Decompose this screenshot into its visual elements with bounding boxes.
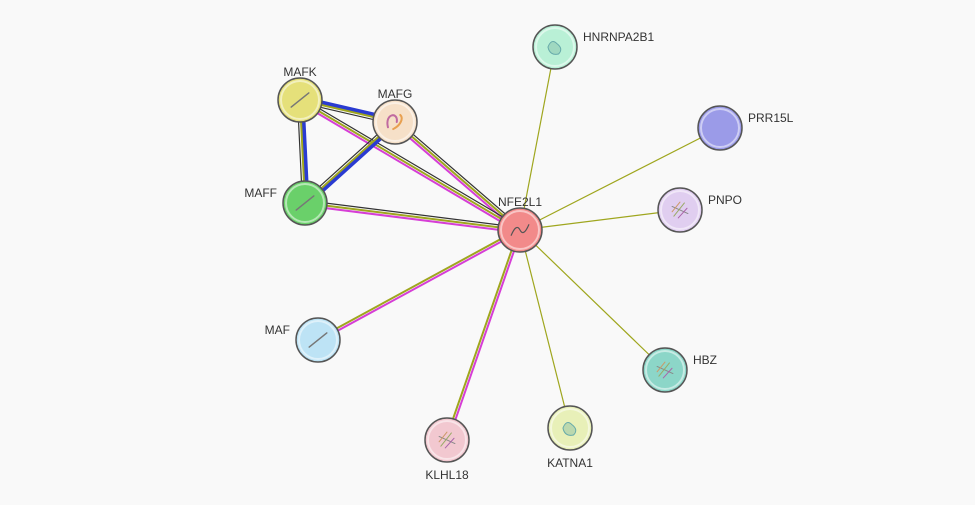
node-label: MAFF xyxy=(244,186,277,200)
edge-NFE2L1-MAFG[interactable] xyxy=(397,120,522,228)
edge-NFE2L1-MAFF[interactable] xyxy=(305,205,520,232)
node-hnrnpa2b1[interactable]: HNRNPA2B1 xyxy=(533,25,654,69)
node-mafk[interactable]: MAFK xyxy=(278,65,322,122)
protein-network-graph[interactable]: NFE2L1 HNRNPA2B1 MAFK MAFG MAFF PRR15L PNPO MAF… xyxy=(0,0,975,505)
edge-NFE2L1-KLHL18[interactable] xyxy=(446,230,519,440)
node-circle[interactable] xyxy=(698,106,742,150)
node-prr15l[interactable]: PRR15L xyxy=(698,106,794,150)
nodes-layer: NFE2L1 HNRNPA2B1 MAFK MAFG MAFF PRR15L PNPO MAF… xyxy=(244,25,793,482)
node-klhl18[interactable]: KLHL18 xyxy=(425,418,469,482)
edge-NFE2L1-MAFF[interactable] xyxy=(305,203,520,230)
node-label: PRR15L xyxy=(748,111,794,125)
node-katna1[interactable]: KATNA1 xyxy=(547,406,593,470)
node-circle[interactable] xyxy=(373,100,417,144)
node-nfe2l1[interactable]: NFE2L1 xyxy=(498,195,542,252)
node-label: KLHL18 xyxy=(425,468,469,482)
node-maf[interactable]: MAF xyxy=(265,318,340,362)
edge-NFE2L1-MAF[interactable] xyxy=(319,231,521,341)
node-label: NFE2L1 xyxy=(498,195,542,209)
node-mafg[interactable]: MAFG xyxy=(373,87,417,144)
node-label: MAFK xyxy=(283,65,316,79)
node-hbz[interactable]: HBZ xyxy=(643,348,717,392)
node-label: MAFG xyxy=(378,87,413,101)
node-label: HBZ xyxy=(693,353,717,367)
node-label: HNRNPA2B1 xyxy=(583,30,654,44)
node-label: PNPO xyxy=(708,193,742,207)
edge-NFE2L1-KATNA1[interactable] xyxy=(520,230,570,428)
node-label: KATNA1 xyxy=(547,456,593,470)
node-maff[interactable]: MAFF xyxy=(244,181,327,225)
edge-NFE2L1-PNPO[interactable] xyxy=(520,210,680,230)
edge-NFE2L1-HBZ[interactable] xyxy=(520,230,665,370)
node-label: MAF xyxy=(265,323,290,337)
node-pnpo[interactable]: PNPO xyxy=(658,188,742,232)
